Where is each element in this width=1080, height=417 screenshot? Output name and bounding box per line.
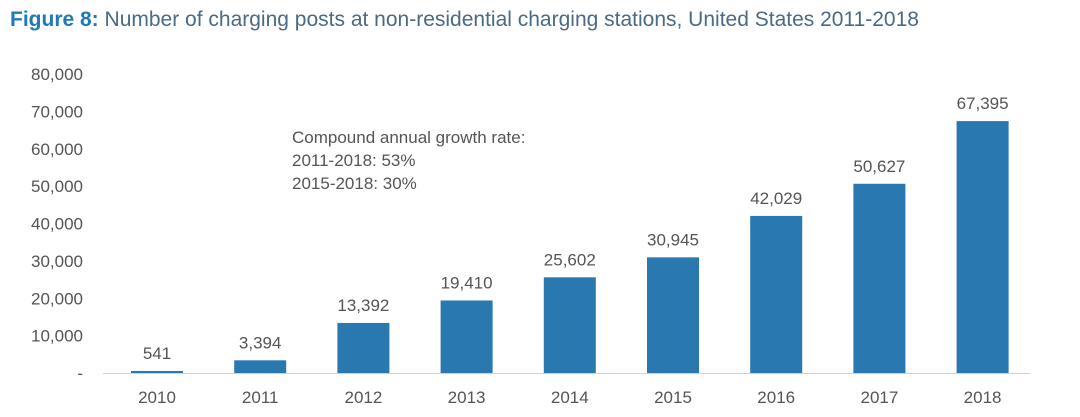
figure-caption: Number of charging posts at non-resident… <box>104 8 919 31</box>
x-tick-label: 2013 <box>448 388 486 407</box>
x-tick-label: 2011 <box>242 388 279 407</box>
y-tick-label: 70,000 <box>31 102 83 121</box>
figure-number: Figure 8: <box>10 8 99 31</box>
bar-2012 <box>337 322 390 373</box>
bar-2013 <box>440 300 493 373</box>
annotation-line: 2015-2018: 30% <box>292 174 417 193</box>
y-tick-label: - <box>77 364 83 383</box>
y-tick-label: 50,000 <box>31 177 83 196</box>
bar-2011 <box>234 360 287 373</box>
data-label: 67,395 <box>957 94 1009 113</box>
x-tick-label: 2018 <box>964 388 1002 407</box>
annotation-line: Compound annual growth rate: <box>292 128 525 147</box>
x-tick-label: 2010 <box>138 388 176 407</box>
data-label: 30,945 <box>647 230 699 249</box>
y-tick-label: 40,000 <box>31 215 83 234</box>
bar-2015 <box>647 257 699 373</box>
bar-2014 <box>543 277 596 373</box>
bar-2016 <box>750 215 803 373</box>
data-label: 3,394 <box>239 333 282 352</box>
data-label: 541 <box>143 344 171 363</box>
y-tick-label: 10,000 <box>31 327 83 346</box>
bar-2017 <box>853 183 906 373</box>
data-label: 25,602 <box>544 250 596 269</box>
x-tick-label: 2012 <box>344 388 382 407</box>
data-label: 42,029 <box>750 189 802 208</box>
data-label: 13,392 <box>337 296 389 315</box>
y-axis: - 10,000 20,000 30,000 40,000 50,000 60,000 70,… <box>31 65 83 383</box>
annotation-line: 2011-2018: 53% <box>292 151 416 170</box>
x-tick-label: 2014 <box>551 388 589 407</box>
x-tick-label: 2017 <box>860 388 898 407</box>
y-tick-label: 20,000 <box>31 289 83 308</box>
bar-2018 <box>956 121 1009 373</box>
data-label: 19,410 <box>441 273 493 292</box>
y-tick-label: 60,000 <box>31 140 83 159</box>
bars: 541 3,394 13,392 19,410 25,602 30,945 42,029 50… <box>131 94 1009 373</box>
chart-title: Figure 8: Number of charging posts at no… <box>10 8 919 32</box>
x-tick-label: 2015 <box>654 388 692 407</box>
cagr-annotation: Compound annual growth rate: 2011-2018: 5… <box>292 128 525 193</box>
y-tick-label: 80,000 <box>31 65 83 84</box>
y-tick-label: 30,000 <box>31 252 83 271</box>
bar-2010 <box>131 370 183 373</box>
x-tick-label: 2016 <box>757 388 795 407</box>
x-axis: 2010 2011 2012 2013 2014 2015 2016 2017 2018 <box>138 388 1001 407</box>
data-label: 50,627 <box>853 157 905 176</box>
